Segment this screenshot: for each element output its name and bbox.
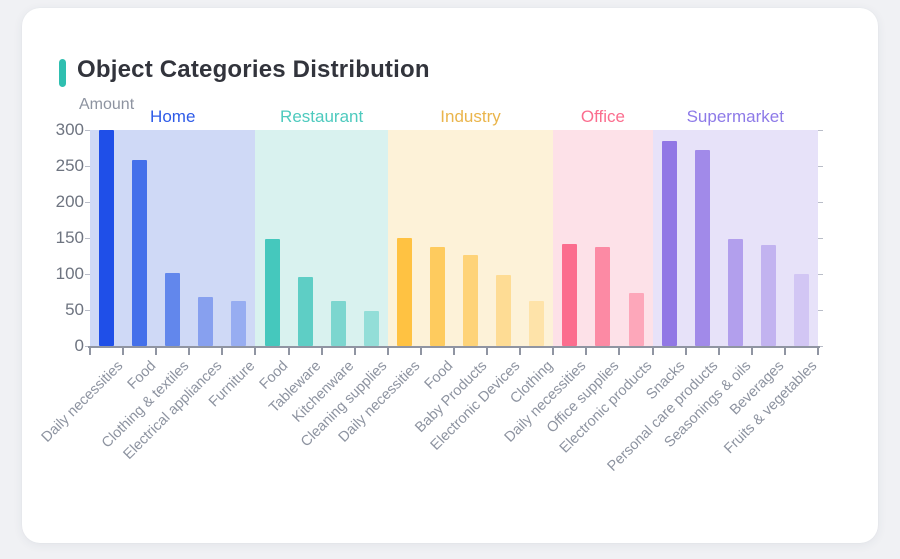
bar bbox=[264, 239, 280, 346]
y-axis-tick-left bbox=[85, 309, 90, 311]
bar bbox=[99, 130, 115, 346]
x-axis-tick bbox=[155, 348, 158, 355]
y-axis-tick-left bbox=[85, 345, 90, 347]
y-tick-label: 0 bbox=[74, 336, 84, 355]
x-axis-tick bbox=[188, 348, 191, 355]
group-label: Restaurant bbox=[280, 107, 364, 126]
bar bbox=[231, 300, 247, 346]
bar bbox=[330, 300, 346, 346]
x-axis-tick bbox=[122, 348, 125, 355]
y-axis-tick-left bbox=[85, 201, 90, 203]
bar bbox=[661, 140, 677, 346]
y-axis-tick-right bbox=[818, 345, 823, 347]
x-axis-tick bbox=[287, 348, 290, 355]
group-label: Supermarket bbox=[686, 107, 784, 126]
bar bbox=[529, 301, 545, 346]
bar bbox=[198, 297, 214, 346]
bar bbox=[396, 238, 412, 346]
y-tick-label: 250 bbox=[55, 156, 84, 175]
x-axis-tick bbox=[89, 348, 91, 355]
x-axis-tick bbox=[750, 348, 753, 355]
y-axis-tick-left bbox=[85, 237, 90, 239]
bar bbox=[496, 275, 512, 346]
y-axis-tick-right bbox=[818, 165, 823, 167]
y-tick-label: 200 bbox=[55, 192, 84, 211]
title-accent-bar bbox=[59, 59, 66, 87]
y-axis-tick-right bbox=[818, 201, 823, 203]
y-axis-tick-left bbox=[85, 273, 90, 275]
x-axis-line bbox=[88, 346, 820, 348]
y-tick-label: 150 bbox=[55, 228, 84, 247]
bar bbox=[132, 160, 148, 346]
bar bbox=[793, 274, 809, 346]
bar bbox=[760, 245, 776, 346]
x-axis-tick bbox=[817, 348, 819, 355]
x-axis-tick bbox=[453, 348, 455, 355]
bar bbox=[463, 255, 479, 346]
bar bbox=[727, 239, 743, 346]
x-axis-tick bbox=[783, 348, 786, 355]
x-axis-tick bbox=[552, 348, 555, 355]
x-axis-tick bbox=[519, 348, 522, 355]
y-tick-label: 50 bbox=[65, 300, 84, 319]
x-axis-tick bbox=[386, 348, 389, 355]
bar bbox=[429, 246, 445, 346]
x-axis-tick bbox=[419, 348, 422, 355]
y-axis-title: Amount bbox=[79, 96, 135, 113]
y-axis-tick-left bbox=[85, 129, 90, 131]
bar bbox=[562, 243, 578, 346]
y-tick-label: 100 bbox=[55, 264, 84, 283]
bar bbox=[363, 310, 379, 346]
y-axis-tick-right bbox=[818, 129, 823, 131]
x-axis-tick bbox=[320, 348, 323, 355]
bar bbox=[165, 273, 181, 346]
y-axis-tick-right bbox=[818, 309, 823, 311]
x-axis-tick bbox=[221, 348, 224, 355]
x-axis-tick bbox=[486, 348, 489, 355]
bar bbox=[628, 292, 644, 346]
x-axis-tick bbox=[353, 348, 356, 355]
y-axis-tick-left bbox=[85, 165, 90, 167]
x-axis-tick bbox=[651, 348, 654, 355]
bar bbox=[297, 276, 313, 346]
y-axis-tick-right bbox=[818, 273, 823, 275]
group-label: Industry bbox=[440, 107, 501, 126]
x-axis-tick bbox=[585, 348, 588, 355]
bar bbox=[595, 246, 611, 346]
bar bbox=[694, 150, 710, 346]
page-title: Object Categories Distribution bbox=[77, 56, 430, 83]
x-axis-tick bbox=[254, 348, 257, 355]
x-axis-tick bbox=[618, 348, 621, 355]
group-label: Home bbox=[150, 107, 196, 126]
y-tick-label: 300 bbox=[55, 120, 84, 139]
group-label: Office bbox=[580, 107, 625, 126]
x-axis-tick bbox=[717, 348, 720, 355]
y-axis-tick-right bbox=[818, 237, 823, 239]
x-axis-tick bbox=[684, 348, 687, 355]
